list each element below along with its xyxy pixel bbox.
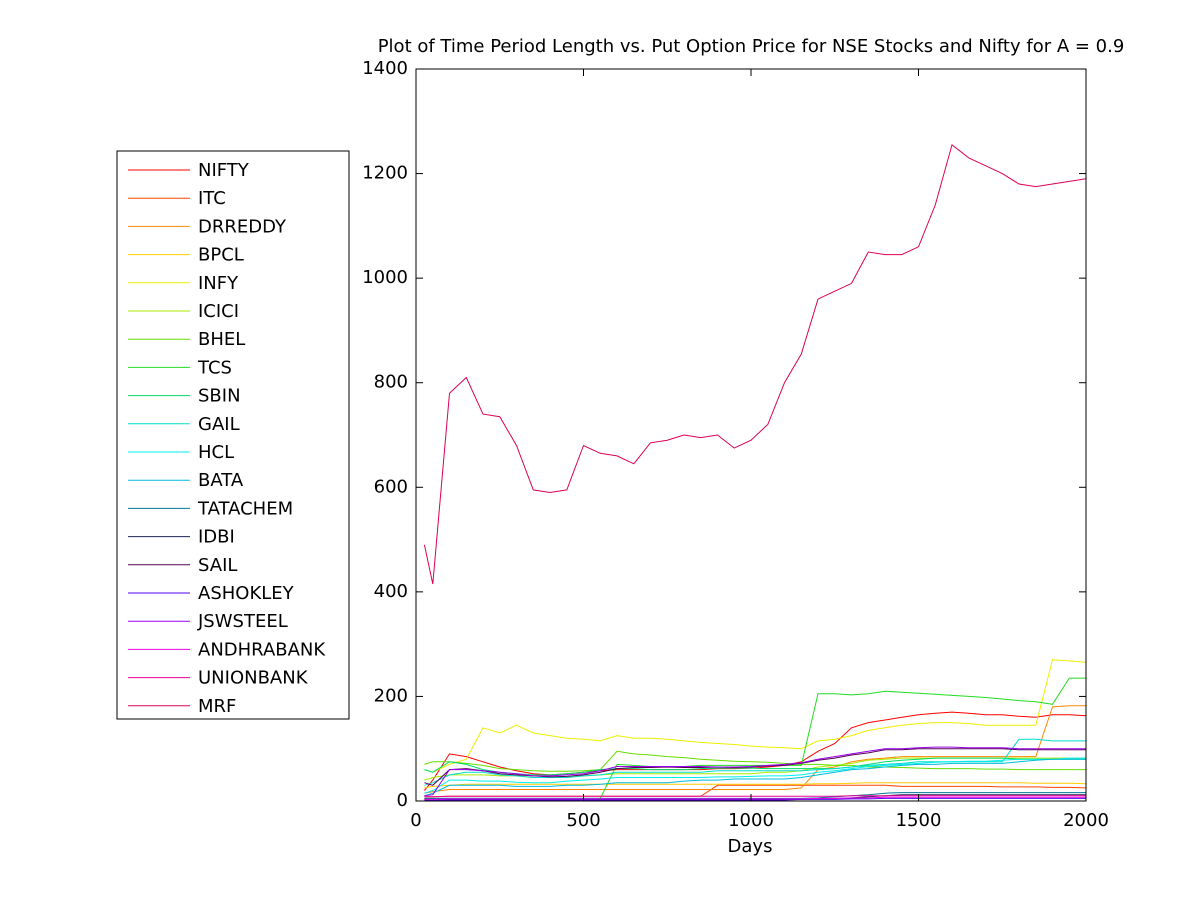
y-tick-label: 200 [374, 685, 408, 706]
legend-label: JSWSTEEL [197, 611, 288, 632]
series-line [424, 757, 1086, 794]
series-line [424, 659, 1087, 773]
y-tick-label: 1400 [362, 58, 408, 79]
legend-label: NIFTY [198, 160, 250, 181]
x-tick-label: 2000 [1063, 810, 1109, 831]
series-line [424, 782, 1087, 789]
legend-label: GAIL [198, 414, 240, 435]
chart-title: Plot of Time Period Length vs. Put Optio… [378, 36, 1125, 57]
series-line [423, 143, 1087, 585]
series-line [424, 705, 1086, 794]
legend-label: ITC [198, 188, 226, 209]
legend-label: UNIONBANK [198, 668, 309, 689]
y-tick-label: 600 [374, 476, 408, 497]
series-line [424, 758, 1086, 797]
series-line [424, 750, 1086, 772]
legend-label: IDBI [198, 527, 235, 548]
x-tick-label: 500 [566, 810, 600, 831]
y-tick-label: 1200 [362, 163, 408, 184]
legend-label: BATA [198, 470, 244, 491]
y-tick-label: 0 [397, 790, 408, 811]
x-tick-label: 1500 [896, 810, 942, 831]
legend-label: DRREDDY [198, 216, 287, 237]
legend-label: TCS [197, 357, 232, 378]
legend-label: SAIL [198, 555, 237, 576]
y-tick-label: 1000 [362, 267, 408, 288]
series-line [424, 757, 1086, 776]
legend-label: BPCL [198, 245, 244, 266]
y-tick-label: 800 [374, 372, 408, 393]
legend-label: BHEL [198, 329, 245, 350]
x-axis-label: Days [728, 836, 773, 857]
series-line [424, 746, 1086, 797]
legend-label: HCL [198, 442, 234, 463]
legend-label: ASHOKLEY [198, 583, 295, 604]
y-tick-label: 400 [374, 581, 408, 602]
legend-label: MRF [198, 696, 236, 717]
legend-box [116, 150, 350, 720]
legend-label: ANDHRABANK [198, 639, 326, 660]
legend-label: INFY [198, 273, 239, 294]
x-tick-label: 1000 [728, 810, 774, 831]
legend-label: TATACHEM [197, 498, 293, 519]
legend-label: SBIN [198, 386, 241, 407]
legend-label: ICICI [198, 301, 239, 322]
x-tick-label: 0 [410, 810, 421, 831]
